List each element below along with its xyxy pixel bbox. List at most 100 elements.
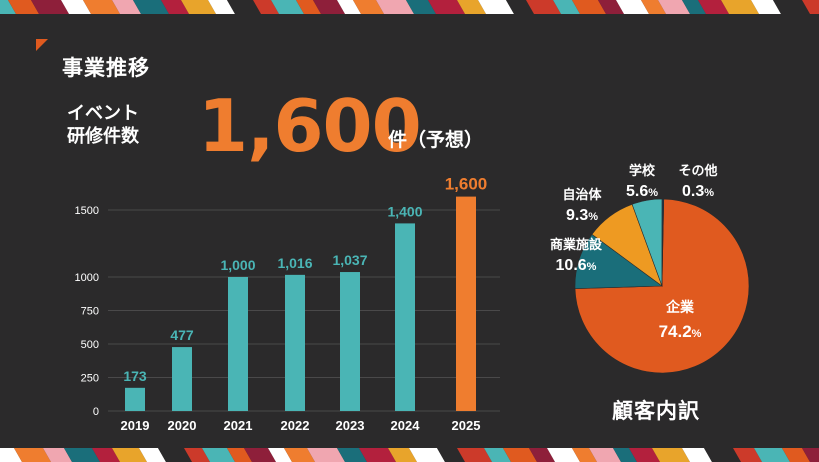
pie-slice-value: 9.3% <box>566 207 598 224</box>
stripe-segment <box>112 0 141 14</box>
pie-chart: 企業 74.2% 商業施設 10.6% 自治体 9.3% 学校 5.6% その他 0.3% <box>550 163 750 374</box>
stripe-segment <box>529 448 555 462</box>
stripe-segment <box>8 0 39 14</box>
metric-label: イベント 研修件数 <box>67 102 139 148</box>
stripe-segment <box>133 0 169 14</box>
stripe-segment <box>773 0 810 14</box>
stripe-segment <box>184 448 210 462</box>
bar <box>340 272 360 411</box>
x-tick-label: 2019 <box>121 418 150 433</box>
stripe-segment <box>503 448 537 462</box>
bar-data-label: 1,016 <box>277 255 312 271</box>
stripe-segment <box>406 0 436 14</box>
stripe-segment <box>271 0 304 14</box>
corner-accent <box>36 39 48 51</box>
pie-slice-name: 商業施設 <box>550 237 603 252</box>
pie-slice-name: その他 <box>678 163 717 178</box>
pie-slice-name: 自治体 <box>562 187 602 202</box>
stripe-segment <box>409 448 445 462</box>
stripe-segment <box>161 0 189 14</box>
metric-value: 1,600 <box>198 84 422 168</box>
stripe-segment <box>0 0 16 14</box>
pie-slice-value: 0.3% <box>682 183 714 200</box>
metric-unit: 件（予想） <box>388 129 484 151</box>
metric-label-line2: 研修件数 <box>67 126 139 147</box>
pie-value-number: 74.2 <box>659 322 692 341</box>
stripe-segment <box>64 448 100 462</box>
pie-slice-name: 企業 <box>665 299 695 315</box>
pie-value-percent: % <box>704 187 714 199</box>
bar-data-label: 173 <box>123 368 147 384</box>
pie-slice-value: 5.6% <box>626 183 658 200</box>
bar-chart: 0 250 500 750 1000 1500 173 2019 477 2020 1,000 202… <box>75 175 500 433</box>
stripe-segment <box>307 448 345 462</box>
pie-slice-value: 74.2% <box>659 322 702 341</box>
stripe-segment <box>754 448 790 462</box>
stripe-segment <box>572 448 597 462</box>
stripe-segment <box>313 0 345 14</box>
stripe-segment <box>337 448 367 462</box>
bar-data-label: 1,400 <box>387 203 422 219</box>
stripe-segment <box>802 448 819 462</box>
stripe-segment <box>376 0 414 14</box>
y-tick-label: 1500 <box>75 205 99 217</box>
stripe-segment <box>437 448 465 462</box>
stripe-segment <box>14 448 51 462</box>
stripe-segment <box>158 448 192 462</box>
stripe-segment <box>208 0 235 14</box>
pie-slice-name: 学校 <box>629 163 656 178</box>
bar <box>172 347 192 411</box>
stripe-segment <box>181 0 216 14</box>
stripe-segment <box>641 0 666 14</box>
x-tick-label: 2024 <box>391 418 421 433</box>
stripe-segment <box>589 448 621 462</box>
pie-slice <box>574 198 750 374</box>
pie-value-number: 10.6 <box>556 257 587 274</box>
stripe-segment <box>139 448 166 462</box>
x-tick-label: 2021 <box>224 418 253 433</box>
stripe-segment <box>92 448 120 462</box>
y-tick-label: 750 <box>81 306 99 318</box>
stripe-segment <box>112 448 147 462</box>
bar-data-label: 1,000 <box>220 257 255 273</box>
decorative-bottom-stripe <box>0 448 819 462</box>
stripe-segment <box>457 448 492 462</box>
stripe-segment <box>428 0 465 14</box>
stripe-segment <box>782 448 810 462</box>
stripe-segment <box>284 448 315 462</box>
pie-value-number: 5.6 <box>626 183 648 200</box>
pie-label-0: 企業 74.2% <box>659 299 702 341</box>
pie-value-percent: % <box>692 328 702 340</box>
stripe-segment <box>359 448 396 462</box>
stripe-segment <box>616 0 649 14</box>
pie-slice-value: 10.6% <box>556 257 597 274</box>
stripe-segment <box>83 0 120 14</box>
stripe-segment <box>43 448 72 462</box>
bar <box>285 274 305 411</box>
stripe-segment <box>253 0 279 14</box>
bar <box>125 387 145 411</box>
stripe-segment <box>721 0 759 14</box>
pie-value-number: 9.3 <box>566 207 588 224</box>
stripe-segment <box>598 0 624 14</box>
bar <box>395 223 415 411</box>
x-tick-label: 2025 <box>452 418 481 433</box>
stripe-segment <box>296 0 321 14</box>
pie-value-number: 0.3 <box>682 183 704 200</box>
bar-data-label: 1,600 <box>445 175 488 194</box>
stripe-segment <box>658 0 690 14</box>
x-tick-label: 2022 <box>281 418 310 433</box>
pie-label-1: 商業施設 10.6% <box>550 237 603 274</box>
stripe-segment <box>704 448 741 462</box>
stripe-segment <box>457 0 486 14</box>
stripe-segment <box>0 448 22 462</box>
stripe-segment <box>698 0 729 14</box>
stripe-segment <box>733 448 762 462</box>
stripe-segment <box>652 448 690 462</box>
stripe-segment <box>202 448 235 462</box>
bar-data-label: 1,037 <box>332 252 367 268</box>
stripe-segment <box>526 0 561 14</box>
stripe-segment <box>682 448 712 462</box>
page-title: 事業推移 <box>62 56 150 80</box>
stripe-segment <box>353 0 384 14</box>
